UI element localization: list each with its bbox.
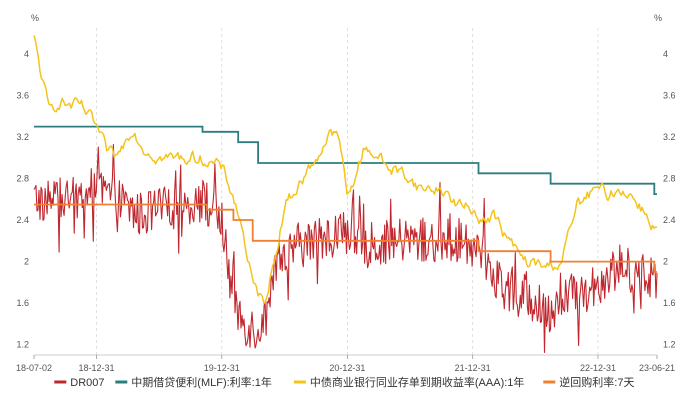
legend-item: DR007	[54, 377, 105, 389]
series-layer	[33, 35, 658, 354]
y-tick-label-left: 3.2	[16, 132, 29, 142]
x-tick-label: 18-12-31	[78, 363, 114, 373]
y-tick-label-right: 2.4	[663, 215, 676, 225]
series-line	[33, 144, 658, 354]
legend-label: 中期借贷便利(MLF):利率:1年	[131, 375, 272, 389]
series-line	[33, 35, 658, 305]
y-tick-label-right: 1.2	[663, 340, 676, 350]
x-tick-label: 20-12-31	[329, 363, 365, 373]
y-tick-label-left: 1.2	[16, 340, 29, 350]
left-unit-label: %	[31, 13, 39, 23]
x-tick-label: 19-12-31	[204, 363, 240, 373]
y-tick-label-left: 4	[24, 49, 29, 59]
x-tick-label: 21-12-31	[455, 363, 491, 373]
legend-item: 中债商业银行同业存单到期收益率(AAA):1年	[293, 375, 525, 389]
axis-layer: 1.2 1.2 1.6 1.6 2 2 2.4 2.4 2.8 2.8 3.2 3.2 3.6 3.6 4 4…	[16, 49, 676, 373]
y-tick-label-left: 1.6	[16, 298, 29, 308]
legend-label: 逆回购利率:7天	[559, 375, 634, 389]
right-unit-label: %	[654, 13, 662, 23]
legend-item: 逆回购利率:7天	[543, 375, 634, 389]
y-tick-label-right: 3.6	[663, 90, 676, 100]
x-tick-label: 23-06-21	[639, 363, 675, 373]
y-tick-label-left: 2.8	[16, 174, 29, 184]
legend-item: 中期借贷便利(MLF):利率:1年	[115, 375, 272, 389]
y-tick-label-right: 2	[663, 257, 668, 267]
y-tick-label-right: 1.6	[663, 298, 676, 308]
series-line	[34, 203, 657, 273]
legend-label: DR007	[70, 377, 104, 389]
x-tick-label: 22-12-31	[580, 363, 616, 373]
legend-label: 中债商业银行同业存单到期收益率(AAA):1年	[310, 375, 525, 389]
y-tick-label-left: 2	[24, 257, 29, 267]
y-tick-label-right: 3.2	[663, 132, 676, 142]
x-tick-label: 18-07-02	[16, 363, 52, 373]
y-tick-label-left: 2.4	[16, 215, 29, 225]
y-tick-label-right: 4	[663, 49, 668, 59]
legend: DR007 中期借贷便利(MLF):利率:1年 中债商业银行同业存单到期收益率(AA…	[54, 375, 634, 389]
y-tick-label-left: 3.6	[16, 90, 29, 100]
series-line	[34, 125, 657, 195]
y-tick-label-right: 2.8	[663, 174, 676, 184]
